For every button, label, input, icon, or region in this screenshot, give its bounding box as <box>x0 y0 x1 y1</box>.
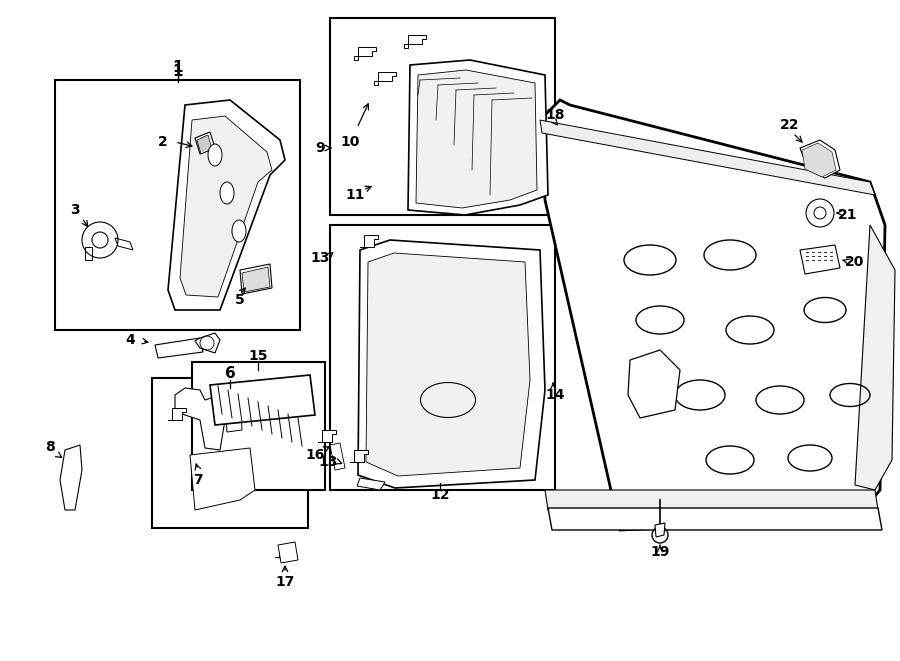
Polygon shape <box>374 73 396 85</box>
Bar <box>192 362 325 490</box>
Text: 9: 9 <box>315 141 325 155</box>
Polygon shape <box>318 430 336 442</box>
Polygon shape <box>115 238 133 250</box>
Polygon shape <box>275 545 293 557</box>
Text: 2: 2 <box>158 135 168 149</box>
Text: 5: 5 <box>235 293 245 307</box>
Bar <box>55 80 300 330</box>
Polygon shape <box>548 508 882 530</box>
Polygon shape <box>195 132 215 154</box>
Polygon shape <box>357 478 385 490</box>
Polygon shape <box>210 375 315 425</box>
Ellipse shape <box>220 182 234 204</box>
Polygon shape <box>404 36 426 48</box>
Text: 3: 3 <box>70 203 80 217</box>
Polygon shape <box>366 253 530 476</box>
Bar <box>152 378 308 528</box>
Bar <box>330 18 555 215</box>
Polygon shape <box>800 140 840 178</box>
Polygon shape <box>60 445 82 510</box>
Text: 13: 13 <box>310 251 329 265</box>
Polygon shape <box>655 523 665 537</box>
Bar <box>330 225 555 490</box>
Polygon shape <box>628 350 680 418</box>
Text: 8: 8 <box>45 440 55 454</box>
Polygon shape <box>408 60 548 215</box>
Text: 10: 10 <box>340 135 360 149</box>
Polygon shape <box>197 135 212 154</box>
Text: 7: 7 <box>194 473 202 487</box>
Text: 6: 6 <box>225 366 236 381</box>
Polygon shape <box>802 143 836 177</box>
Text: 18: 18 <box>545 108 565 122</box>
Polygon shape <box>242 267 270 292</box>
Polygon shape <box>330 443 345 470</box>
Polygon shape <box>358 240 545 488</box>
Polygon shape <box>355 48 376 60</box>
Polygon shape <box>168 100 285 310</box>
Polygon shape <box>168 408 186 420</box>
Ellipse shape <box>208 144 222 166</box>
Text: 20: 20 <box>845 255 865 269</box>
Polygon shape <box>360 235 378 247</box>
Text: 16: 16 <box>305 448 325 462</box>
Text: 1: 1 <box>173 61 184 75</box>
Polygon shape <box>540 120 875 195</box>
Text: 1: 1 <box>173 65 184 79</box>
Text: 13: 13 <box>319 455 338 469</box>
Polygon shape <box>240 264 272 294</box>
Polygon shape <box>85 247 92 260</box>
Text: 15: 15 <box>248 349 268 363</box>
Polygon shape <box>540 100 885 530</box>
Polygon shape <box>278 542 298 563</box>
Polygon shape <box>180 116 272 297</box>
Text: 19: 19 <box>651 545 670 559</box>
Text: 4: 4 <box>125 333 135 347</box>
Polygon shape <box>855 225 895 490</box>
Ellipse shape <box>232 220 246 242</box>
Text: 11: 11 <box>346 188 365 202</box>
Polygon shape <box>190 448 255 510</box>
Text: 17: 17 <box>275 575 294 589</box>
Polygon shape <box>416 70 537 208</box>
Polygon shape <box>350 450 368 462</box>
Text: 14: 14 <box>545 388 565 402</box>
Text: 12: 12 <box>430 488 450 502</box>
Polygon shape <box>175 388 225 450</box>
Polygon shape <box>155 338 203 358</box>
Text: 22: 22 <box>780 118 800 132</box>
Text: 21: 21 <box>838 208 858 222</box>
Polygon shape <box>195 333 220 353</box>
Polygon shape <box>800 245 840 274</box>
Polygon shape <box>545 490 878 510</box>
Polygon shape <box>225 393 242 432</box>
